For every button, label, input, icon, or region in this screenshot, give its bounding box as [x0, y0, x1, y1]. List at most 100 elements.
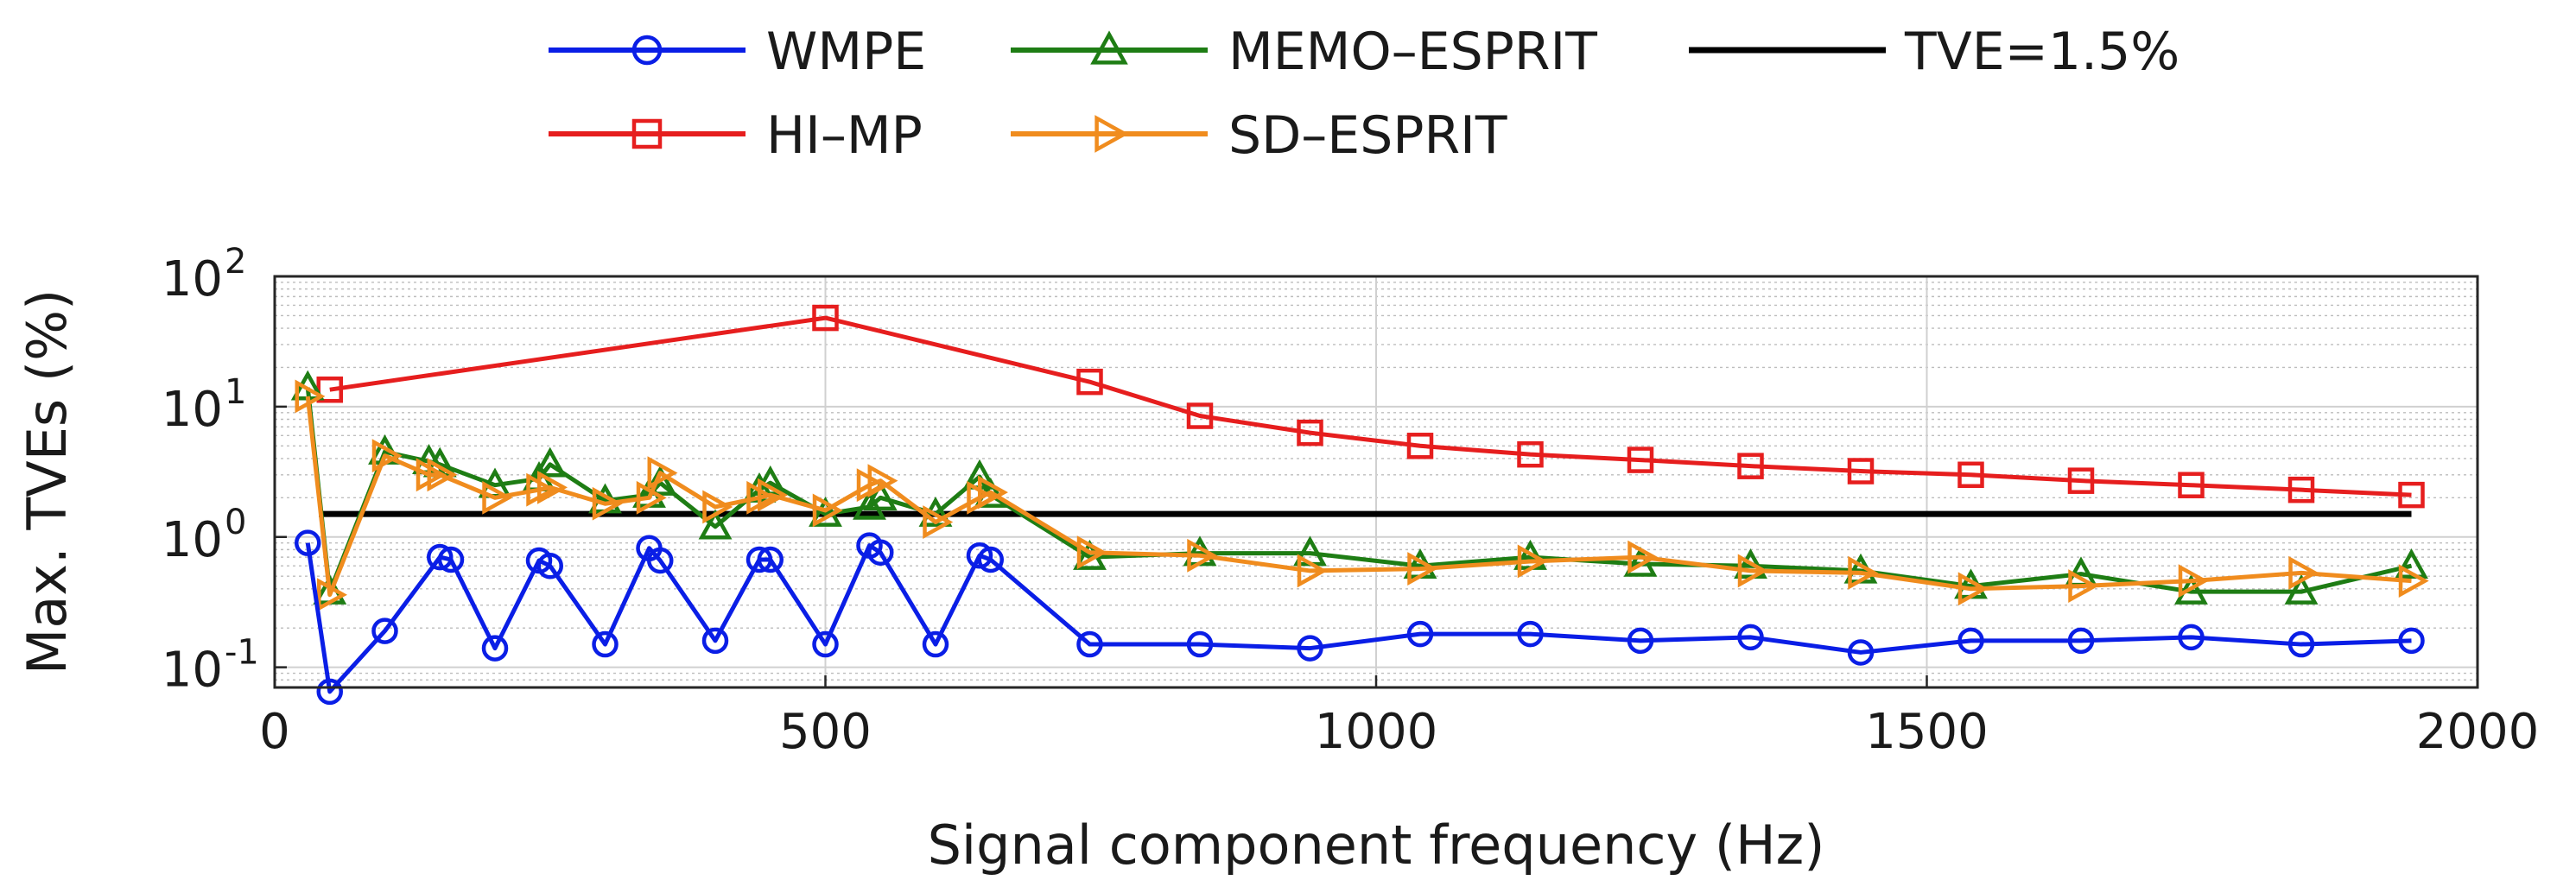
- y-tick-exponent: 2: [225, 242, 246, 282]
- x-tick-label: 2000: [2416, 704, 2540, 760]
- data-point-sd-esprit: [758, 478, 788, 512]
- data-point-sd-esprit: [923, 505, 954, 539]
- data-point-sd-esprit: [1848, 555, 1879, 590]
- data-point-memo-esprit: [2395, 548, 2428, 579]
- data-point-wmpe: [812, 630, 839, 658]
- data-point-wmpe: [1737, 624, 1764, 651]
- data-point-sd-esprit: [647, 456, 678, 491]
- data-point-memo-esprit: [643, 465, 677, 496]
- data-point-hi-mp: [812, 304, 839, 332]
- data-point-sd-esprit: [1957, 572, 1989, 606]
- data-point-memo-esprit: [698, 509, 733, 540]
- data-point-hi-mp: [1406, 433, 1434, 459]
- y-tick-base: 10: [162, 251, 223, 307]
- legend-label: WMPE: [766, 22, 926, 82]
- data-point-wmpe: [1186, 630, 1214, 658]
- data-point-wmpe: [647, 547, 674, 574]
- legend: WMPE MEMO–ESPRIT TVE=1.5% HI–MP SD–ESPRIT: [549, 22, 2179, 166]
- series-line-memo-esprit: [305, 387, 2413, 594]
- data-point-wmpe: [746, 546, 773, 573]
- y-axis-label: Max. TVEs (%): [16, 289, 79, 674]
- data-point-sd-esprit: [1627, 540, 1659, 574]
- data-point-hi-mp: [1847, 458, 1875, 484]
- y-tick-base: 10: [162, 643, 223, 699]
- legend-swatch-marker: [631, 118, 663, 149]
- data-point-memo-esprit: [863, 480, 898, 511]
- y-tick-label: 10 2: [162, 242, 247, 307]
- data-point-wmpe: [1957, 627, 1984, 655]
- legend-item: WMPE: [549, 22, 926, 82]
- legend-label: TVE=1.5%: [1904, 22, 2179, 82]
- data-point-wmpe: [2178, 624, 2205, 651]
- y-tick-base: 10: [162, 512, 223, 568]
- data-point-hi-mp: [1517, 440, 1544, 468]
- data-point-sd-esprit: [1407, 552, 1438, 586]
- x-tick-label: 1000: [1315, 704, 1438, 760]
- data-point-hi-mp: [1076, 368, 1103, 396]
- data-point-sd-esprit: [702, 490, 733, 524]
- data-point-sd-esprit: [2288, 555, 2319, 590]
- data-point-sd-esprit: [317, 578, 347, 612]
- data-point-sd-esprit: [2178, 564, 2209, 598]
- data-point-sd-esprit: [482, 480, 513, 515]
- legend-item: SD–ESPRIT: [1011, 105, 1507, 166]
- y-tick-exponent: 0: [225, 503, 246, 542]
- x-tick-label: 500: [779, 704, 872, 760]
- data-point-hi-mp: [1627, 446, 1654, 473]
- data-point-wmpe: [2067, 627, 2095, 655]
- legend-item: HI–MP: [549, 105, 923, 166]
- data-point-sd-esprit: [2398, 564, 2429, 598]
- series-line-sd-esprit: [305, 396, 2412, 598]
- data-point-wmpe: [757, 546, 784, 573]
- legend-label: MEMO–ESPRIT: [1228, 22, 1597, 82]
- x-axis-label: Signal component frequency (Hz): [928, 814, 1825, 877]
- legend-swatch-marker: [1094, 115, 1129, 153]
- data-point-wmpe: [316, 678, 343, 706]
- tick-marks: [273, 275, 2479, 687]
- data-point-hi-mp: [1297, 419, 1323, 446]
- data-point-hi-mp: [2287, 476, 2315, 504]
- data-point-wmpe: [2287, 630, 2315, 658]
- data-point-wmpe: [701, 627, 729, 655]
- series-hi-mp: [316, 304, 2425, 509]
- data-point-wmpe: [1076, 630, 1103, 658]
- data-point-wmpe: [1627, 627, 1654, 655]
- x-tick-label: 1500: [1865, 704, 1989, 760]
- y-tick-label: 10 0: [162, 503, 247, 568]
- legend-swatch-marker: [1090, 30, 1128, 65]
- data-point-wmpe: [536, 552, 563, 580]
- data-point-sd-esprit: [1297, 554, 1328, 588]
- data-point-hi-mp: [1957, 461, 1984, 489]
- legend-label: HI–MP: [766, 105, 923, 166]
- y-tick-exponent: -1: [225, 633, 259, 673]
- data-point-wmpe: [922, 630, 949, 658]
- data-point-sd-esprit: [2068, 569, 2099, 604]
- data-point-wmpe: [427, 543, 454, 571]
- data-point-memo-esprit: [533, 446, 568, 478]
- data-point-wmpe: [977, 546, 1004, 573]
- data-point-sd-esprit: [1076, 535, 1107, 570]
- data-point-wmpe: [1406, 620, 1434, 648]
- x-tick-labels: 0 500 1000 1500 2000: [259, 704, 2539, 760]
- y-tick-exponent: 1: [225, 372, 246, 412]
- data-point-sd-esprit: [1187, 538, 1218, 573]
- data-point-wmpe: [1847, 639, 1875, 666]
- data-point-wmpe: [1297, 635, 1323, 662]
- data-point-sd-esprit: [537, 470, 568, 504]
- legend-item: TVE=1.5%: [1689, 22, 2179, 82]
- data-point-hi-mp: [1737, 453, 1764, 479]
- data-point-hi-mp: [1186, 402, 1214, 429]
- legend-label: SD–ESPRIT: [1228, 105, 1507, 166]
- grid: [274, 276, 2478, 688]
- data-point-sd-esprit: [1737, 554, 1768, 588]
- data-point-sd-esprit: [978, 475, 1008, 510]
- data-point-wmpe: [1517, 620, 1544, 648]
- y-tick-label: 10 1: [162, 372, 247, 438]
- data-point-wmpe: [867, 539, 894, 566]
- data-point-wmpe: [592, 630, 619, 658]
- data-point-hi-mp: [2067, 467, 2095, 494]
- data-point-sd-esprit: [867, 464, 898, 498]
- series-line-hi-mp: [329, 315, 2412, 497]
